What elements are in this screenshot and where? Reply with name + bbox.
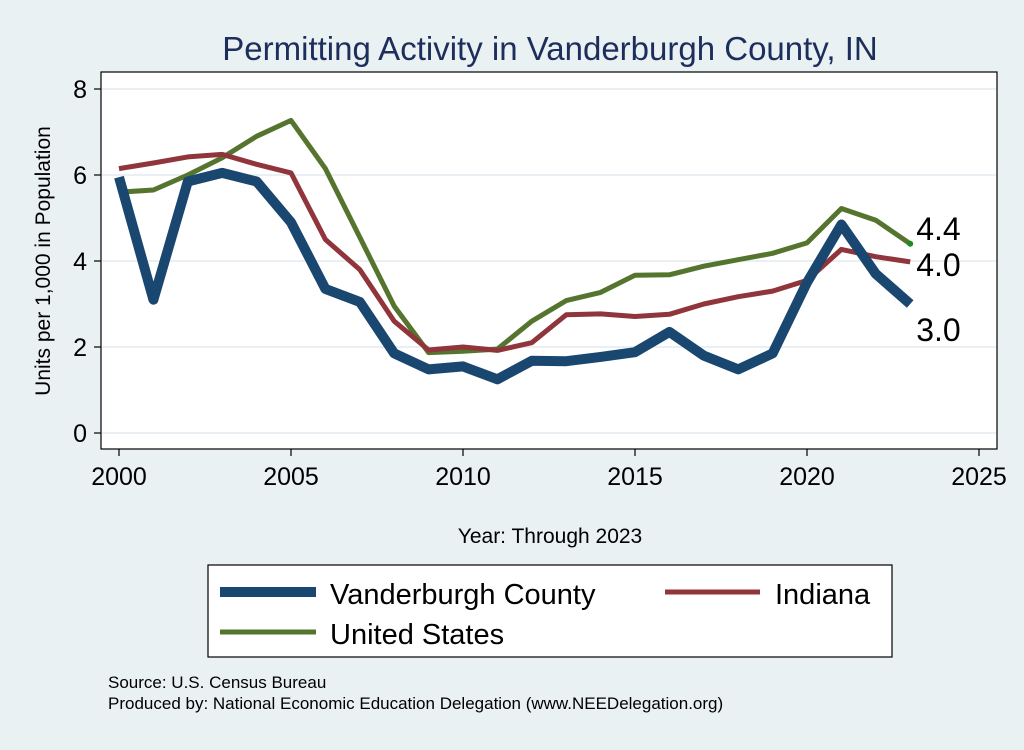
end-marker-united-states	[907, 240, 914, 247]
produced-by-note: Produced by: National Economic Education…	[108, 694, 723, 713]
grid-lines	[102, 88, 996, 434]
x-axis-label: Year: Through 2023	[458, 525, 643, 548]
series-lines	[114, 117, 914, 385]
end-label-vanderburgh-county: 3.0	[916, 312, 960, 348]
x-tick-label-2010: 2010	[435, 463, 491, 491]
axes: 0 2 4 6 8 2000 2005 2010 2015 2020 2025	[73, 76, 1007, 491]
y-tick-label-2: 2	[73, 334, 87, 362]
chart-title: Permitting Activity in Vanderburgh Count…	[222, 30, 877, 67]
legend-label-united-states: United States	[330, 619, 504, 651]
legend-label-vanderburgh: Vanderburgh County	[330, 579, 596, 611]
series-line-united-states	[118, 117, 912, 356]
legend-box	[207, 564, 893, 658]
source-note: Source: U.S. Census Bureau	[108, 673, 326, 692]
end-label-united-states: 4.4	[916, 211, 960, 247]
y-tick-label-0: 0	[73, 420, 87, 448]
x-tick-label-2005: 2005	[263, 463, 319, 491]
y-axis-label: Units per 1,000 in Population	[32, 126, 55, 396]
y-tick-label-8: 8	[73, 76, 87, 104]
y-tick-label-6: 6	[73, 162, 87, 190]
legend: Vanderburgh County Indiana United States	[207, 564, 893, 658]
x-tick-label-2000: 2000	[91, 463, 147, 491]
x-tick-label-2015: 2015	[607, 463, 663, 491]
series-line-indiana	[118, 151, 911, 353]
x-tick-label-2020: 2020	[779, 463, 835, 491]
x-tick-label-2025: 2025	[951, 463, 1007, 491]
end-label-indiana: 4.0	[916, 247, 960, 283]
series-line-vanderburgh-county	[114, 167, 914, 385]
end-labels: 3.0 4.04.4	[916, 211, 960, 348]
legend-label-indiana: Indiana	[775, 579, 871, 611]
y-tick-label-4: 4	[73, 248, 87, 276]
